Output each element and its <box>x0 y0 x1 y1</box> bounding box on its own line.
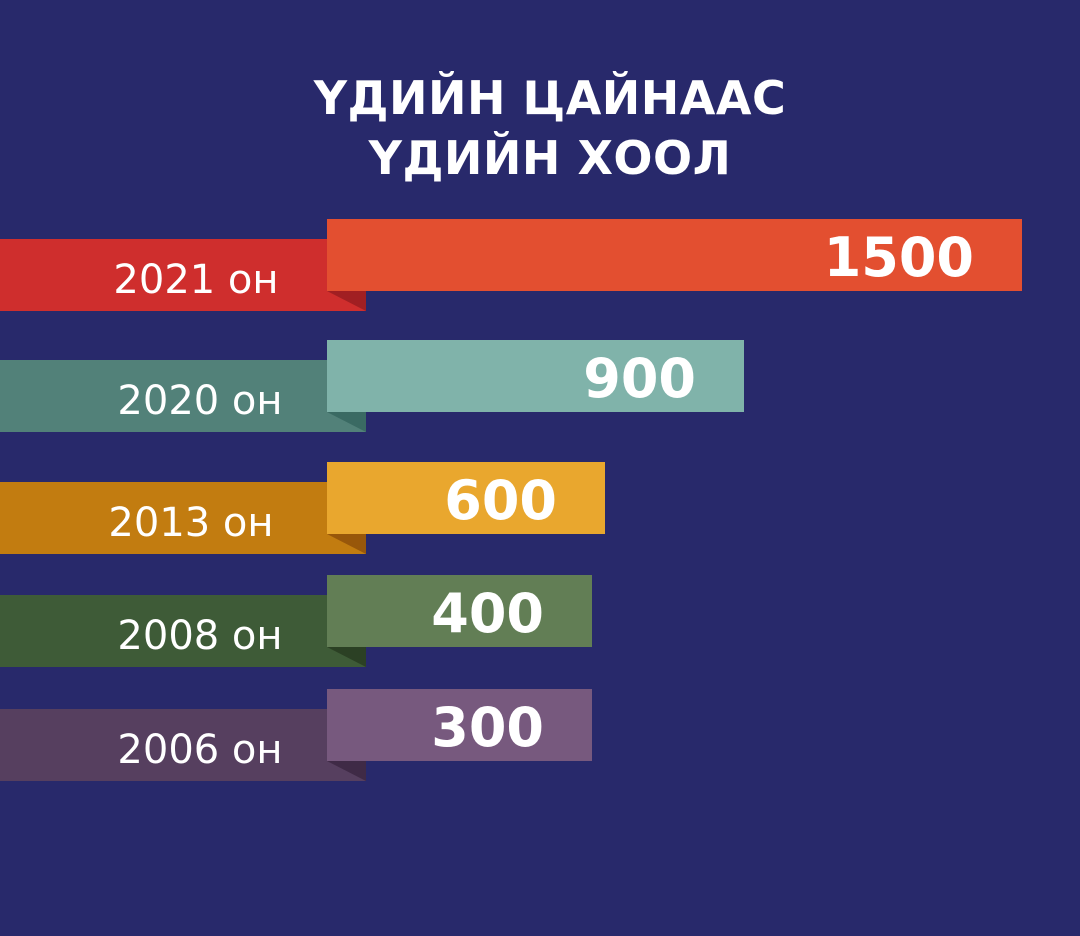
bar-value-label: 900 <box>583 347 696 410</box>
bar <box>327 340 744 412</box>
bar-fold <box>327 291 366 311</box>
chart-title-line-2: ҮДИЙН ХООЛ <box>368 131 732 185</box>
bar-value-label: 600 <box>444 469 557 532</box>
bar-group: 2013 он 600 <box>0 462 605 554</box>
bar-fold <box>327 412 366 432</box>
bar-group: 2021 он 1500 <box>0 219 1022 311</box>
bar <box>327 575 592 647</box>
bar-fold <box>327 761 366 781</box>
bar-tab <box>0 239 366 311</box>
bar-fold <box>327 534 366 554</box>
bar-value-label: 1500 <box>824 226 974 289</box>
bar-category-label: 2021 он <box>113 257 278 303</box>
bar <box>327 689 592 761</box>
bar-value-label: 400 <box>431 582 544 645</box>
bar-category-label: 2006 он <box>117 727 282 773</box>
bar-fold <box>327 647 366 667</box>
bar-value-label: 300 <box>431 696 544 759</box>
bar <box>327 219 1022 291</box>
bar-group: 2006 он 300 <box>0 689 592 781</box>
bar-category-label: 2008 он <box>117 613 282 659</box>
bar-tab <box>0 709 366 781</box>
bar-category-label: 2020 он <box>117 378 282 424</box>
bar-tab <box>0 360 366 432</box>
bar <box>327 462 605 534</box>
bar-group: 2020 он 900 <box>0 340 744 432</box>
bar-tab <box>0 595 366 667</box>
bar-tab <box>0 482 366 554</box>
bar-category-label: 2013 он <box>108 500 273 546</box>
chart-title-line-1: ҮДИЙН ЦАЙНААС <box>313 71 787 125</box>
bar-group: 2008 он 400 <box>0 575 592 667</box>
chart-title: ҮДИЙН ЦАЙНААС ҮДИЙН ХООЛ <box>0 68 1080 188</box>
